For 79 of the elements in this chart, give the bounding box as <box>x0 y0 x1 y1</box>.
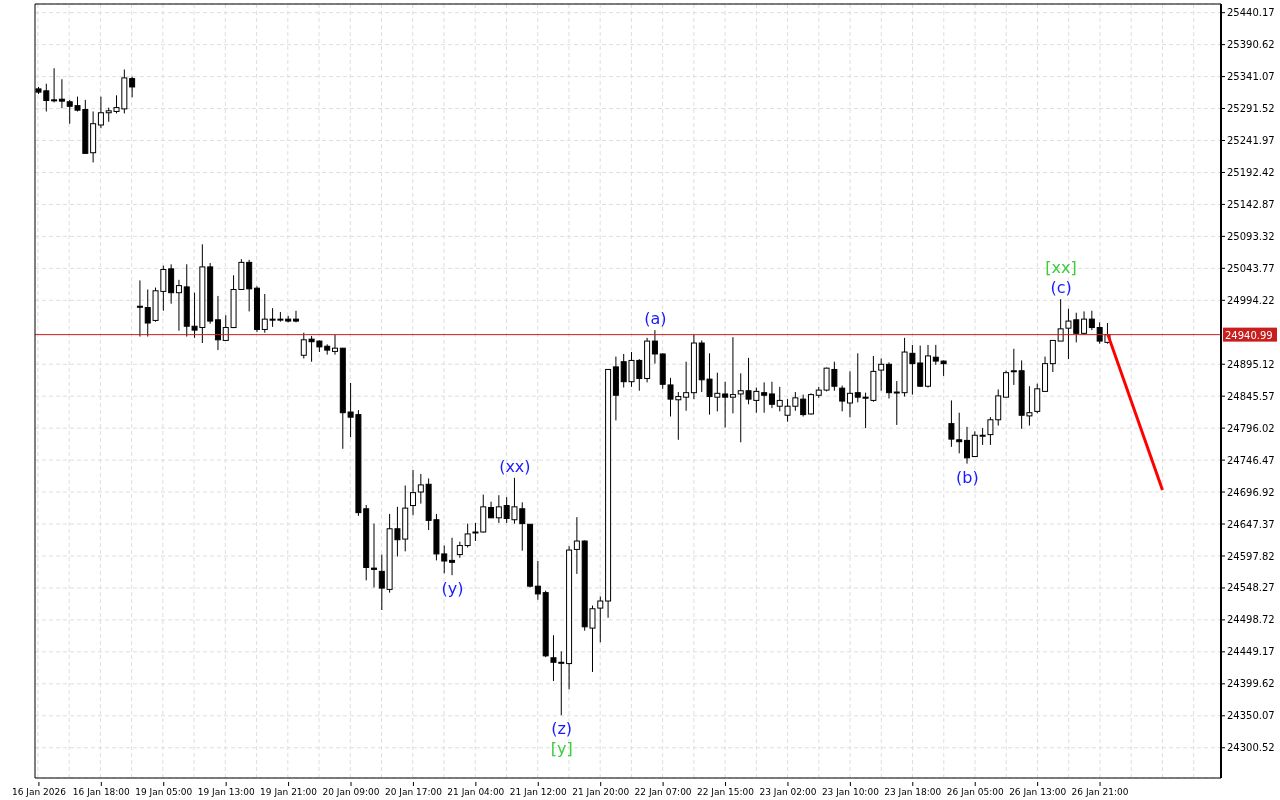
x-tick-label: 22 Jan 07:00 <box>634 787 692 797</box>
y-tick-label: 25093.32 <box>1227 230 1275 242</box>
candlestick <box>175 279 182 332</box>
candlestick <box>651 329 658 365</box>
candlestick <box>1034 383 1041 414</box>
candlestick <box>136 279 143 338</box>
x-tick-label: 19 Jan 13:00 <box>197 787 255 797</box>
y-tick-label: 24895.12 <box>1227 358 1275 370</box>
candlestick <box>761 381 768 414</box>
annotation: (b) <box>956 467 979 487</box>
ref-line-label: 24940.99 <box>1225 329 1273 341</box>
annotation: (a) <box>644 309 667 329</box>
x-tick-label: 23 Jan 18:00 <box>884 787 942 797</box>
candlestick <box>807 392 814 416</box>
annotation: (z) <box>551 719 573 739</box>
y-tick-label: 24746.47 <box>1227 454 1275 466</box>
y-tick-label: 24498.72 <box>1227 614 1275 626</box>
candlestick <box>878 357 885 392</box>
x-tick-label: 16 Jan 18:00 <box>72 787 131 797</box>
candlestick <box>410 469 417 516</box>
x-tick-label: 19 Jan 21:00 <box>260 787 318 797</box>
x-tick-label: 19 Jan 05:00 <box>135 787 193 797</box>
candlestick <box>97 96 104 129</box>
candlestick <box>168 263 175 305</box>
candlestick <box>1088 310 1095 331</box>
y-tick-label: 24449.17 <box>1227 646 1275 658</box>
y-tick-label: 24845.57 <box>1227 390 1275 402</box>
candlestick <box>332 334 338 356</box>
y-tick-label: 25241.97 <box>1227 135 1275 147</box>
candlestick <box>495 494 502 524</box>
y-tick-label: 25440.17 <box>1227 7 1275 19</box>
annotation: (y) <box>441 579 464 599</box>
y-tick-label: 24696.92 <box>1227 486 1275 498</box>
x-tick-label: 22 Jan 15:00 <box>697 787 755 797</box>
candlestick <box>683 361 690 412</box>
x-tick-label: 21 Jan 12:00 <box>509 787 568 797</box>
candlestick <box>292 310 299 323</box>
y-tick-label: 24350.07 <box>1227 710 1275 722</box>
candlestick <box>573 516 580 575</box>
y-tick-label: 25192.42 <box>1227 167 1275 179</box>
candlestick <box>768 381 775 409</box>
y-tick-label: 24796.02 <box>1227 422 1275 434</box>
candlestick <box>722 381 729 429</box>
candlestick <box>58 78 65 109</box>
x-tick-label: 21 Jan 04:00 <box>447 787 505 797</box>
x-tick-label: 26 Jan 05:00 <box>946 787 1004 797</box>
y-tick-label: 25043.77 <box>1227 262 1275 274</box>
annotation: [y] <box>550 739 573 759</box>
x-tick-label: 16 Jan 2026 <box>11 787 67 797</box>
x-tick-label: 21 Jan 20:00 <box>572 787 630 797</box>
candlestick <box>846 370 853 418</box>
y-tick-label: 25291.52 <box>1227 103 1275 115</box>
y-tick-label: 24994.22 <box>1227 294 1275 306</box>
candlestick <box>534 560 541 601</box>
candlestick <box>729 336 736 414</box>
y-tick-label: 24300.52 <box>1227 742 1275 754</box>
candlestick <box>839 385 846 412</box>
annotation: [xx] <box>1045 258 1077 278</box>
y-tick-label: 24548.27 <box>1227 582 1275 594</box>
candlestick <box>214 295 221 351</box>
x-tick-label: 20 Jan 09:00 <box>322 787 380 797</box>
x-tick-label: 26 Jan 21:00 <box>1071 787 1129 797</box>
candlestick <box>129 76 136 98</box>
candlestick <box>51 67 58 103</box>
x-tick-label: 26 Jan 13:00 <box>1009 787 1067 797</box>
y-tick-label: 25390.62 <box>1227 39 1275 51</box>
x-tick-label: 23 Jan 10:00 <box>821 787 880 797</box>
candlestick <box>964 426 971 465</box>
y-tick-label: 24399.62 <box>1227 678 1275 690</box>
x-tick-label: 23 Jan 02:00 <box>759 787 817 797</box>
x-tick-label: 20 Jan 17:00 <box>384 787 443 797</box>
annotation: (xx) <box>499 456 531 476</box>
candlestick <box>449 537 456 576</box>
y-tick-label: 24647.37 <box>1227 518 1275 530</box>
annotation: (c) <box>1050 278 1072 298</box>
candlestick <box>371 523 378 588</box>
y-tick-label: 25142.87 <box>1227 198 1275 210</box>
y-tick-label: 25341.07 <box>1227 71 1275 83</box>
y-tick-label: 24597.82 <box>1227 550 1275 562</box>
